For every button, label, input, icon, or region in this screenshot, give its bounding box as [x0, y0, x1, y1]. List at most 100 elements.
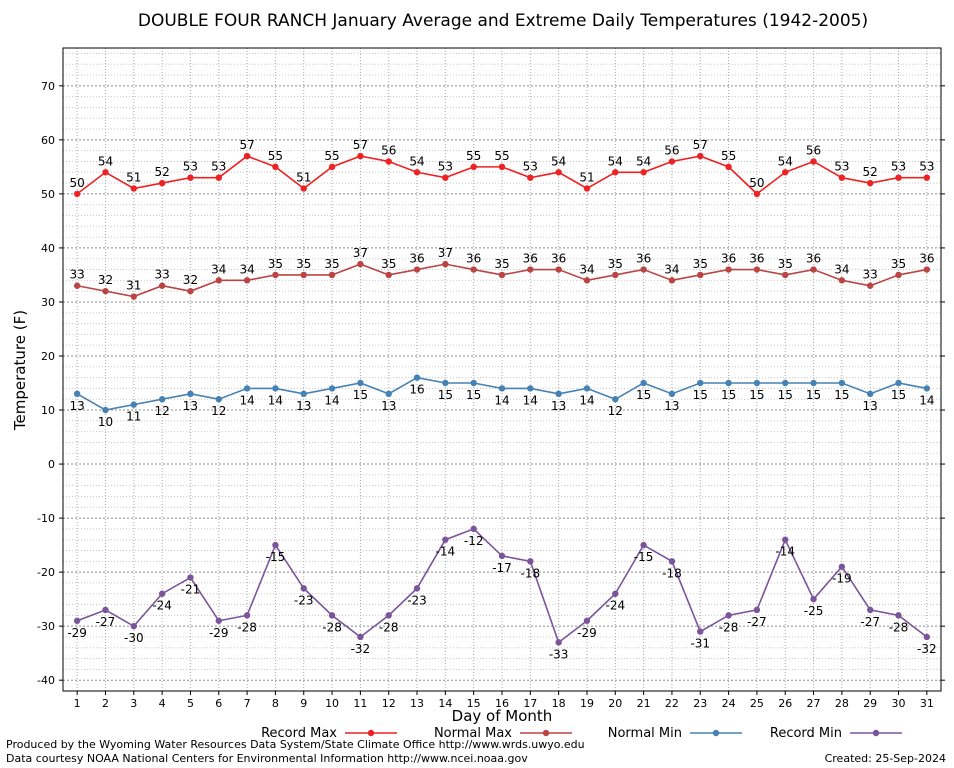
data-label: 11 [126, 410, 141, 424]
data-point [130, 185, 138, 192]
y-tick-label: 70 [41, 80, 55, 93]
series-normal-min: 13 10 11 12 13 12 14 14 13 14 15 13 16 15 15 14 14 13 14 12… [70, 374, 934, 429]
y-axis-ticks: -40 -30 -20 -10 0 10 20 30 40 50 60 70 [37, 80, 945, 687]
data-point [73, 617, 81, 624]
data-point [866, 390, 874, 398]
x-tick-label: 19 [580, 697, 594, 710]
data-point [357, 379, 364, 387]
data-label: 36 [409, 252, 424, 266]
data-label: 13 [296, 399, 311, 413]
data-point [73, 282, 81, 289]
x-tick-label: 6 [215, 697, 222, 710]
data-point [470, 266, 477, 273]
data-point [838, 379, 846, 387]
data-label: 53 [834, 160, 849, 174]
data-label: 35 [891, 257, 906, 271]
data-label: 15 [636, 388, 651, 402]
data-label: 55 [721, 149, 736, 163]
data-point [328, 612, 336, 619]
data-point [640, 266, 647, 273]
data-point [555, 266, 562, 273]
data-label: 57 [239, 138, 254, 152]
data-label: -17 [492, 561, 512, 575]
data-label: 55 [324, 149, 339, 163]
data-label: 10 [98, 415, 113, 429]
x-tick-label: 13 [410, 697, 424, 710]
data-point [413, 266, 421, 273]
data-point [357, 633, 364, 641]
data-label: -28 [322, 620, 342, 634]
data-label: 34 [579, 262, 594, 276]
data-point [753, 606, 761, 614]
data-label: 55 [466, 149, 481, 163]
data-label: -15 [266, 550, 286, 564]
x-tick-label: 22 [665, 697, 679, 710]
footer-created: Created: 25-Sep-2024 [825, 752, 946, 765]
x-tick-label: 10 [325, 697, 339, 710]
data-point [527, 385, 534, 392]
data-point [583, 185, 591, 192]
data-label: -18 [521, 566, 541, 580]
data-label: 13 [551, 399, 566, 413]
data-label: 13 [381, 399, 396, 413]
data-point [782, 379, 789, 387]
data-label: 54 [608, 154, 623, 168]
data-label: -25 [804, 604, 824, 618]
x-tick-label: 15 [467, 697, 481, 710]
data-point [442, 536, 449, 543]
data-point [697, 379, 704, 387]
data-label: 13 [70, 399, 85, 413]
data-label: -29 [577, 626, 597, 640]
data-label: 51 [126, 170, 141, 184]
data-point [130, 622, 138, 630]
data-label: 53 [438, 160, 453, 174]
data-label: -12 [464, 534, 484, 548]
data-label: 35 [324, 257, 339, 271]
legend-label: Record Min [770, 726, 842, 741]
data-point [158, 396, 166, 403]
data-label: -28 [719, 620, 739, 634]
data-point [498, 385, 506, 392]
x-tick-label: 29 [863, 697, 877, 710]
data-label: -27 [96, 615, 116, 629]
data-point [697, 271, 704, 279]
data-point [470, 163, 477, 171]
y-axis-title: Temperature (F) [11, 310, 29, 431]
data-label: 54 [778, 154, 793, 168]
data-point [555, 169, 562, 176]
data-point [102, 606, 109, 614]
x-tick-label: 5 [187, 697, 194, 710]
data-label: 53 [183, 160, 198, 174]
data-point [725, 379, 732, 387]
data-point [413, 374, 421, 381]
x-tick-label: 30 [892, 697, 906, 710]
data-point [385, 612, 392, 619]
minor-gridlines [63, 48, 941, 692]
y-tick-label: 10 [41, 404, 55, 417]
data-label: 34 [834, 262, 849, 276]
data-point [555, 390, 562, 398]
data-point [300, 390, 307, 398]
x-tick-label: 24 [722, 697, 736, 710]
data-point [187, 287, 194, 295]
data-point [782, 271, 789, 279]
data-label: 15 [353, 388, 368, 402]
data-label: 31 [126, 279, 141, 293]
y-tick-label: -10 [37, 512, 55, 525]
x-tick-label: 18 [552, 697, 566, 710]
data-label: 34 [664, 262, 679, 276]
footer-producer: Produced by the Wyoming Water Resources … [6, 738, 585, 751]
data-point [158, 179, 166, 187]
legend-marker [712, 729, 720, 737]
data-point [102, 169, 109, 176]
data-point [243, 277, 251, 284]
data-point [215, 174, 222, 181]
data-point [272, 385, 279, 392]
data-label: 55 [494, 149, 509, 163]
series-normal-max: 33 32 31 33 32 34 34 35 35 35 37 35 36 37 36 35 36 36 34 35… [70, 246, 934, 300]
data-label: 53 [211, 160, 226, 174]
data-point [470, 379, 477, 387]
data-label: 53 [919, 160, 934, 174]
data-point [357, 260, 364, 268]
data-label: 53 [891, 160, 906, 174]
